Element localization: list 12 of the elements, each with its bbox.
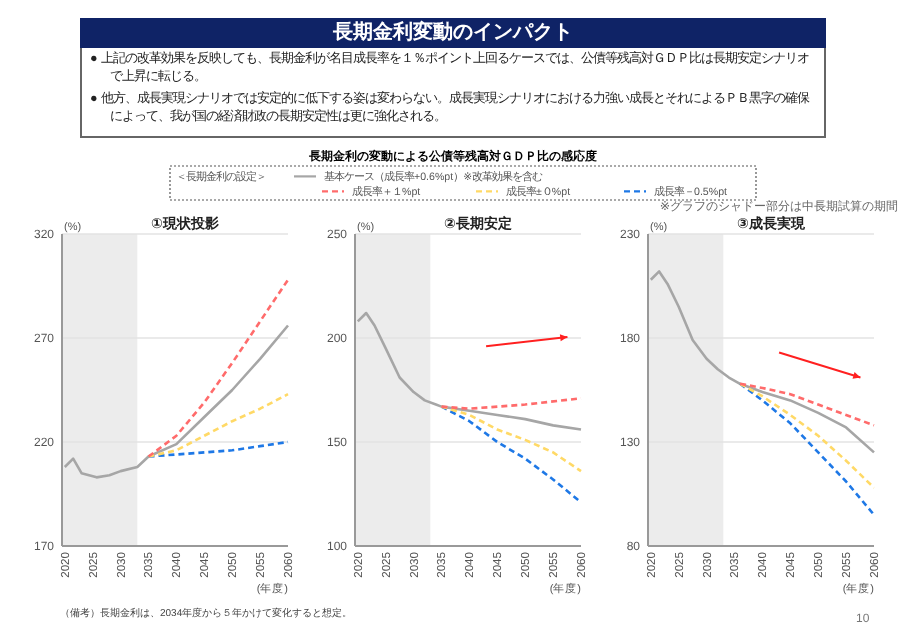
line-series xyxy=(356,311,583,431)
line-series xyxy=(147,392,290,458)
line-series xyxy=(738,382,876,517)
line-series xyxy=(738,382,876,490)
text: 長期金利変動のインパクト xyxy=(80,18,826,48)
line-series xyxy=(738,382,876,427)
line-series xyxy=(440,405,583,473)
line-series xyxy=(440,405,583,504)
line-series xyxy=(147,278,290,458)
line-series xyxy=(649,270,876,454)
line-series xyxy=(63,324,290,479)
line-series xyxy=(147,440,290,458)
